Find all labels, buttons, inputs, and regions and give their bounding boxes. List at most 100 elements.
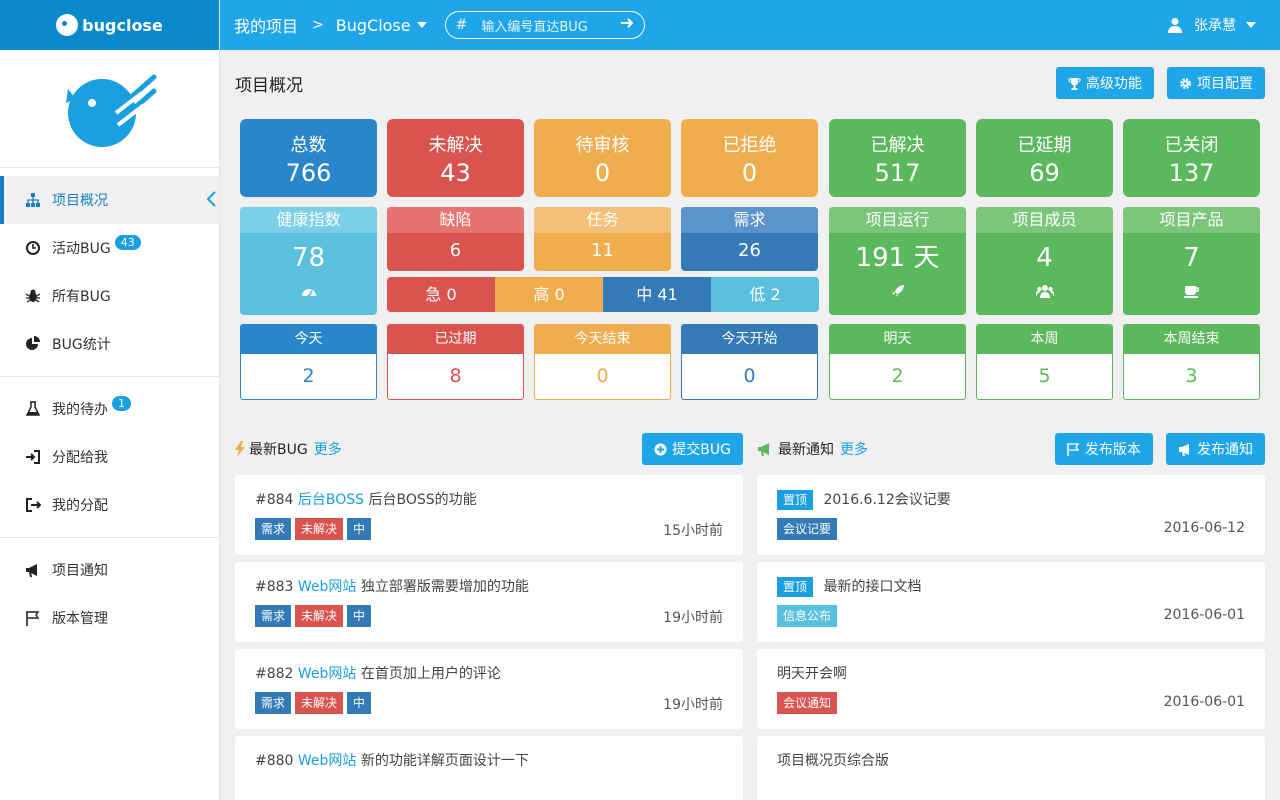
notice-category-tag: 信息公布 xyxy=(777,605,838,627)
stat-pending-review[interactable]: 待审核 0 xyxy=(534,119,671,197)
project-name: BugClose xyxy=(335,15,411,35)
bug-module-link[interactable]: Web网站 xyxy=(297,666,357,682)
latest-notices-more-link[interactable]: 更多 xyxy=(840,442,868,458)
stat-rejected[interactable]: 已拒绝 0 xyxy=(681,119,818,197)
bug-module-link[interactable]: Web网站 xyxy=(297,579,357,595)
latest-notices-panel: 最新通知 更多 发布版本 发布通知 置顶 2016.6.12会议记要 会议 xyxy=(757,430,1265,800)
brand-logo[interactable]: bugclose xyxy=(0,0,219,50)
notice-list-item[interactable]: 明天开会啊 会议通知 2016-06-01 xyxy=(757,649,1265,729)
project-config-button[interactable]: 项目配置 xyxy=(1167,67,1265,99)
flask-icon xyxy=(24,400,42,418)
bug-title: 后台BOSS的功能 xyxy=(368,492,477,508)
nav-group-mine: 我的待办 1 分配给我 我的分配 xyxy=(0,377,219,538)
period-starts-today[interactable]: 今天开始 0 xyxy=(681,324,818,400)
bug-list-item[interactable]: #882 Web网站 在首页加上用户的评论 需求 未解决 中 19小时前 xyxy=(235,649,743,729)
bug-tags: 需求 未解决 中 xyxy=(255,605,723,627)
bug-id: #883 xyxy=(255,579,294,595)
count-badge: 1 xyxy=(112,395,131,411)
stat-deferred[interactable]: 已延期 69 xyxy=(976,119,1113,197)
period-overdue[interactable]: 已过期 8 xyxy=(387,324,524,400)
sidebar-item-notices[interactable]: 项目通知 xyxy=(0,546,219,594)
bug-list-item[interactable]: #883 Web网站 独立部署版需要增加的功能 需求 未解决 中 19小时前 xyxy=(235,562,743,642)
project-members-card[interactable]: 项目成员 4 xyxy=(976,207,1113,315)
period-this-week[interactable]: 本周 5 xyxy=(976,324,1113,400)
tag-priority: 中 xyxy=(347,692,372,714)
notice-tags: 信息公布 xyxy=(777,605,1245,627)
search-input[interactable]: 输入编号直达BUG xyxy=(481,19,588,35)
priority-high[interactable]: 高 0 xyxy=(495,277,603,312)
sidebar-item-label: 活动BUG xyxy=(52,241,111,257)
bug-title: 在首页加上用户的评论 xyxy=(360,666,501,682)
stat-unresolved[interactable]: 未解决 43 xyxy=(387,119,524,197)
sidebar-item-versions[interactable]: 版本管理 xyxy=(0,594,219,642)
bug-title-line: #882 Web网站 在首页加上用户的评论 xyxy=(255,663,723,683)
sidebar-item-label: 项目概况 xyxy=(52,193,108,209)
header-actions: 高级功能 项目配置 xyxy=(1048,67,1265,99)
sidebar-item-all-bug[interactable]: 所有BUG xyxy=(0,272,219,320)
breadcrumb-my-projects[interactable]: 我的项目 xyxy=(234,17,299,36)
sidebar-item-my-assigned[interactable]: 我的分配 xyxy=(0,481,219,529)
topbar: 我的项目 > BugClose # 输入编号直达BUG 张承慧 xyxy=(220,0,1280,50)
project-switcher[interactable]: BugClose xyxy=(336,16,427,35)
project-stat-label: 项目运行 xyxy=(829,207,966,233)
sidebar-item-my-todo[interactable]: 我的待办 1 xyxy=(0,385,219,433)
plus-circle-icon xyxy=(654,443,667,456)
period-tomorrow[interactable]: 明天 2 xyxy=(829,324,966,400)
page-title: 项目概况 xyxy=(235,75,303,96)
period-value: 2 xyxy=(891,365,904,387)
bird-mascot-icon xyxy=(65,74,156,147)
notice-date: 2016-06-12 xyxy=(1163,520,1245,536)
stat-total[interactable]: 总数 766 xyxy=(240,119,377,197)
notice-list-item[interactable]: 置顶 2016.6.12会议记要 会议记要 2016-06-12 xyxy=(757,475,1265,555)
tag-priority: 中 xyxy=(347,518,372,540)
priority-low[interactable]: 低 2 xyxy=(711,277,819,312)
arrow-right-icon[interactable] xyxy=(620,16,634,34)
flag-icon xyxy=(1067,442,1080,456)
priority-strip: 急 0 高 0 中 41 低 2 xyxy=(387,277,819,312)
sidebar-item-assigned-to-me[interactable]: 分配给我 xyxy=(0,433,219,481)
release-version-button[interactable]: 发布版本 xyxy=(1054,433,1153,465)
bug-module-link[interactable]: Web网站 xyxy=(297,753,357,769)
bug-module-link[interactable]: 后台BOSS xyxy=(297,492,365,508)
sidebar-item-overview[interactable]: 项目概况 xyxy=(0,176,219,224)
period-ends-today[interactable]: 今天结束 0 xyxy=(534,324,671,400)
type-requirement-card[interactable]: 需求 26 xyxy=(681,207,818,271)
type-value: 11 xyxy=(591,240,614,261)
stat-closed[interactable]: 已关闭 137 xyxy=(1123,119,1260,197)
pie-chart-icon xyxy=(24,335,42,353)
priority-medium[interactable]: 中 41 xyxy=(603,277,711,312)
advanced-features-button[interactable]: 高级功能 xyxy=(1055,67,1154,99)
bug-jump-search[interactable]: # 输入编号直达BUG xyxy=(444,11,645,39)
gear-icon xyxy=(1179,77,1192,90)
type-defect-card[interactable]: 缺陷 6 xyxy=(387,207,524,271)
stat-label: 已拒绝 xyxy=(722,135,777,156)
bug-list-item[interactable]: #880 Web网站 新的功能详解页面设计一下 xyxy=(235,736,743,800)
bug-id: #884 xyxy=(255,492,294,508)
project-running-card[interactable]: 项目运行 191 天 xyxy=(829,207,966,315)
sidebar-item-bug-stats[interactable]: BUG统计 xyxy=(0,320,219,368)
notice-list-item[interactable]: 项目概况页综合版 xyxy=(757,736,1265,800)
nav-group-project: 项目概况 活动BUG 43 所有BUG BUG统计 xyxy=(0,168,219,377)
health-index-card[interactable]: 健康指数 78 xyxy=(240,207,377,315)
period-label: 今天 xyxy=(241,325,376,354)
chevron-left-icon[interactable] xyxy=(205,190,219,212)
project-products-card[interactable]: 项目产品 7 xyxy=(1123,207,1260,315)
submit-bug-button[interactable]: 提交BUG xyxy=(642,433,743,465)
clock-icon xyxy=(24,239,42,257)
coffee-icon xyxy=(1123,283,1260,302)
latest-bugs-header: 最新BUG 更多 提交BUG xyxy=(235,430,743,468)
period-today[interactable]: 今天 2 xyxy=(240,324,377,400)
priority-urgent[interactable]: 急 0 xyxy=(387,277,495,312)
notice-list-item[interactable]: 置顶 最新的接口文档 信息公布 2016-06-01 xyxy=(757,562,1265,642)
type-task-card[interactable]: 任务 11 xyxy=(534,207,671,271)
sidebar-item-active-bug[interactable]: 活动BUG 43 xyxy=(0,224,219,272)
bug-list-item[interactable]: #884 后台BOSS 后台BOSS的功能 需求 未解决 中 15小时前 xyxy=(235,475,743,555)
project-stat-value: 4 xyxy=(1036,243,1053,273)
latest-bugs-more-link[interactable]: 更多 xyxy=(313,442,342,458)
user-menu[interactable]: 张承慧 xyxy=(1168,0,1256,50)
stat-resolved[interactable]: 已解决 517 xyxy=(829,119,966,197)
period-week-end[interactable]: 本周结束 3 xyxy=(1123,324,1260,400)
publish-notice-button[interactable]: 发布通知 xyxy=(1166,433,1265,465)
breadcrumb-separator: > xyxy=(312,17,324,33)
notice-title-line: 明天开会啊 xyxy=(777,663,1245,683)
